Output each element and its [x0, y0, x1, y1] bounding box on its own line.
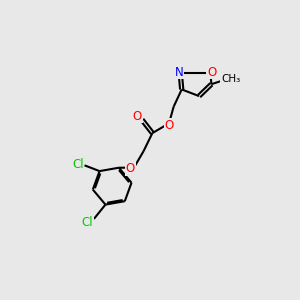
- Text: O: O: [164, 119, 174, 132]
- Text: Cl: Cl: [72, 158, 84, 171]
- Text: Cl: Cl: [82, 216, 93, 229]
- Text: N: N: [175, 66, 184, 79]
- Text: O: O: [207, 66, 216, 79]
- Text: O: O: [126, 162, 135, 176]
- Text: O: O: [133, 110, 142, 123]
- Text: CH₃: CH₃: [221, 74, 240, 84]
